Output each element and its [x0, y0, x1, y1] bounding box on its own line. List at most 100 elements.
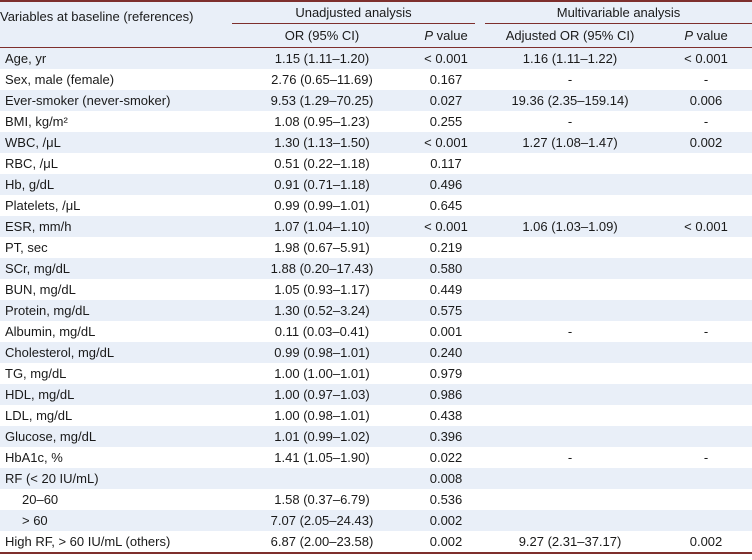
row-label: Albumin, mg/dL — [5, 324, 96, 339]
table-row: LDL, mg/dL 1.00 (0.98–1.01) 0.438 — [0, 405, 752, 426]
adjusted-p-cell: - — [703, 114, 709, 129]
row-label: > 60 — [0, 510, 232, 531]
unadjusted-or-cell: 1.30 (0.52–3.24) — [232, 300, 412, 321]
unadjusted-or-cell: 1.00 (1.00–1.01) — [274, 366, 370, 381]
unadjusted-p-cell: 0.002 — [429, 534, 463, 549]
unadjusted-or-cell: 1.07 (1.04–1.10) — [232, 216, 412, 237]
table-row: Glucose, mg/dL 1.01 (0.99–1.02) 0.396 — [0, 426, 752, 447]
unadjusted-p-cell: 0.022 — [429, 450, 463, 465]
unadjusted-p-cell: 0.580 — [412, 258, 481, 279]
adjusted-or-cell — [480, 510, 661, 531]
unadjusted-or-cell: 2.76 (0.65–11.69) — [271, 72, 373, 87]
table-row: RBC, /μL 0.51 (0.22–1.18) 0.117 — [0, 153, 752, 174]
row-label: SCr, mg/dL — [0, 258, 232, 279]
unadjusted-or-cell: 0.11 (0.03–0.41) — [274, 324, 370, 339]
unadjusted-or-cell: 0.51 (0.22–1.18) — [274, 156, 370, 171]
table-row: ESR, mm/h 1.07 (1.04–1.10) < 0.001 1.06 (1.… — [0, 216, 752, 237]
adjusted-or-cell: 1.27 (1.08–1.47) — [480, 132, 661, 153]
adjusted-or-cell — [480, 237, 660, 258]
adjusted-p-cell: - — [703, 450, 709, 465]
table-header: Variables at baseline (references) Unadj… — [0, 1, 752, 48]
unadjusted-p-cell: 0.240 — [412, 342, 481, 363]
row-label: ESR, mm/h — [0, 216, 232, 237]
unadjusted-p-cell: 0.117 — [430, 156, 462, 171]
row-label: LDL, mg/dL — [5, 408, 73, 423]
unadjusted-p-cell: 0.438 — [429, 408, 463, 423]
unadjusted-group-header: Unadjusted analysis — [232, 1, 481, 24]
p-value-label: value — [693, 28, 728, 43]
table-row: HDL, mg/dL 1.00 (0.97–1.03) 0.986 — [0, 384, 752, 405]
adjusted-or-cell — [480, 405, 660, 426]
table-row: RF (< 20 IU/mL) 0.008 — [0, 468, 752, 489]
or-column-header: OR (95% CI) — [232, 24, 412, 48]
table-row: WBC, /μL 1.30 (1.13–1.50) < 0.001 1.27 (1.0… — [0, 132, 752, 153]
adjusted-p-cell — [660, 342, 752, 363]
table-body: Age, yr 1.15 (1.11–1.20) < 0.001 1.16 (1.11… — [0, 47, 752, 554]
row-label: TG, mg/dL — [5, 366, 67, 381]
adjusted-or-cell — [480, 195, 660, 216]
table-row: Hb, g/dL 0.91 (0.71–1.18) 0.496 — [0, 174, 752, 195]
row-label: 20–60 — [22, 492, 59, 507]
table-row: PT, sec 1.98 (0.67–5.91) 0.219 — [0, 237, 752, 258]
unadjusted-p-cell: 0.027 — [412, 90, 481, 111]
unadjusted-p-cell: 0.008 — [412, 468, 481, 489]
unadjusted-or-cell: 1.08 (0.95–1.23) — [274, 114, 370, 129]
row-label: Protein, mg/dL — [0, 300, 232, 321]
adjusted-p-cell — [660, 510, 752, 531]
unadjusted-or-cell: 0.99 (0.99–1.01) — [274, 198, 370, 213]
table-row: Albumin, mg/dL 0.11 (0.03–0.41) 0.001 - - — [0, 321, 752, 342]
row-label: Sex, male (female) — [5, 72, 115, 87]
adjusted-p-cell — [660, 426, 752, 447]
group-header-row: Variables at baseline (references) Unadj… — [0, 1, 752, 24]
or-column-header-label: OR (95% CI) — [284, 28, 360, 43]
multivariable-group-underline: Multivariable analysis — [485, 4, 752, 24]
unadjusted-or-cell: 0.91 (0.71–1.18) — [232, 174, 412, 195]
unadjusted-or-cell: 7.07 (2.05–24.43) — [232, 510, 412, 531]
unadjusted-or-cell: 6.87 (2.00–23.58) — [270, 534, 374, 549]
column-header-row: OR (95% CI) P value Adjusted OR (95% CI)… — [0, 24, 752, 48]
table-row: > 60 7.07 (2.05–24.43) 0.002 — [0, 510, 752, 531]
unadjusted-p-cell: 0.255 — [429, 114, 463, 129]
adjusted-or-cell: - — [567, 450, 573, 465]
adjusted-or-cell — [480, 489, 660, 510]
row-label: Hb, g/dL — [0, 174, 232, 195]
multivariable-p-column-header: P value — [660, 24, 752, 48]
adjusted-or-cell: 19.36 (2.35–159.14) — [480, 90, 661, 111]
unadjusted-p-cell: 0.979 — [429, 366, 463, 381]
table-row: Sex, male (female) 2.76 (0.65–11.69) 0.167… — [0, 69, 752, 90]
adjusted-p-cell — [660, 489, 752, 510]
unadjusted-p-cell: 0.496 — [412, 174, 481, 195]
unadjusted-p-cell: 0.219 — [429, 240, 463, 255]
unadjusted-or-cell — [232, 468, 412, 489]
table-row: TG, mg/dL 1.00 (1.00–1.01) 0.979 — [0, 363, 752, 384]
unadjusted-p-cell: 0.536 — [429, 492, 463, 507]
adjusted-p-cell: < 0.001 — [660, 216, 752, 237]
variables-column-header-label: Variables at baseline (references) — [0, 9, 194, 24]
row-label: BMI, kg/m² — [5, 114, 68, 129]
unadjusted-p-cell: 0.449 — [429, 282, 463, 297]
unadjusted-p-cell: 0.645 — [429, 198, 463, 213]
unadjusted-p-cell: < 0.001 — [412, 47, 481, 69]
row-label: Cholesterol, mg/dL — [0, 342, 232, 363]
adjusted-p-cell — [660, 174, 752, 195]
adjusted-or-cell — [480, 300, 661, 321]
adjusted-or-cell: - — [567, 114, 573, 129]
adjusted-or-cell — [480, 426, 661, 447]
row-label: RF (< 20 IU/mL) — [0, 468, 232, 489]
unadjusted-or-cell: 1.98 (0.67–5.91) — [274, 240, 370, 255]
adjusted-or-cell — [480, 384, 661, 405]
adjusted-p-cell — [660, 468, 752, 489]
table-row: SCr, mg/dL 1.88 (0.20–17.43) 0.580 — [0, 258, 752, 279]
adjusted-p-cell — [660, 237, 752, 258]
adjusted-or-cell — [480, 258, 661, 279]
table-row: 20–60 1.58 (0.37–6.79) 0.536 — [0, 489, 752, 510]
table-row: HbA1c, % 1.41 (1.05–1.90) 0.022 - - — [0, 447, 752, 468]
adjusted-or-cell — [480, 279, 660, 300]
adjusted-or-cell — [480, 363, 660, 384]
unadjusted-or-cell: 0.99 (0.98–1.01) — [232, 342, 412, 363]
row-label: RBC, /μL — [5, 156, 59, 171]
unadjusted-or-cell: 9.53 (1.29–70.25) — [232, 90, 412, 111]
adjusted-p-cell — [660, 405, 752, 426]
